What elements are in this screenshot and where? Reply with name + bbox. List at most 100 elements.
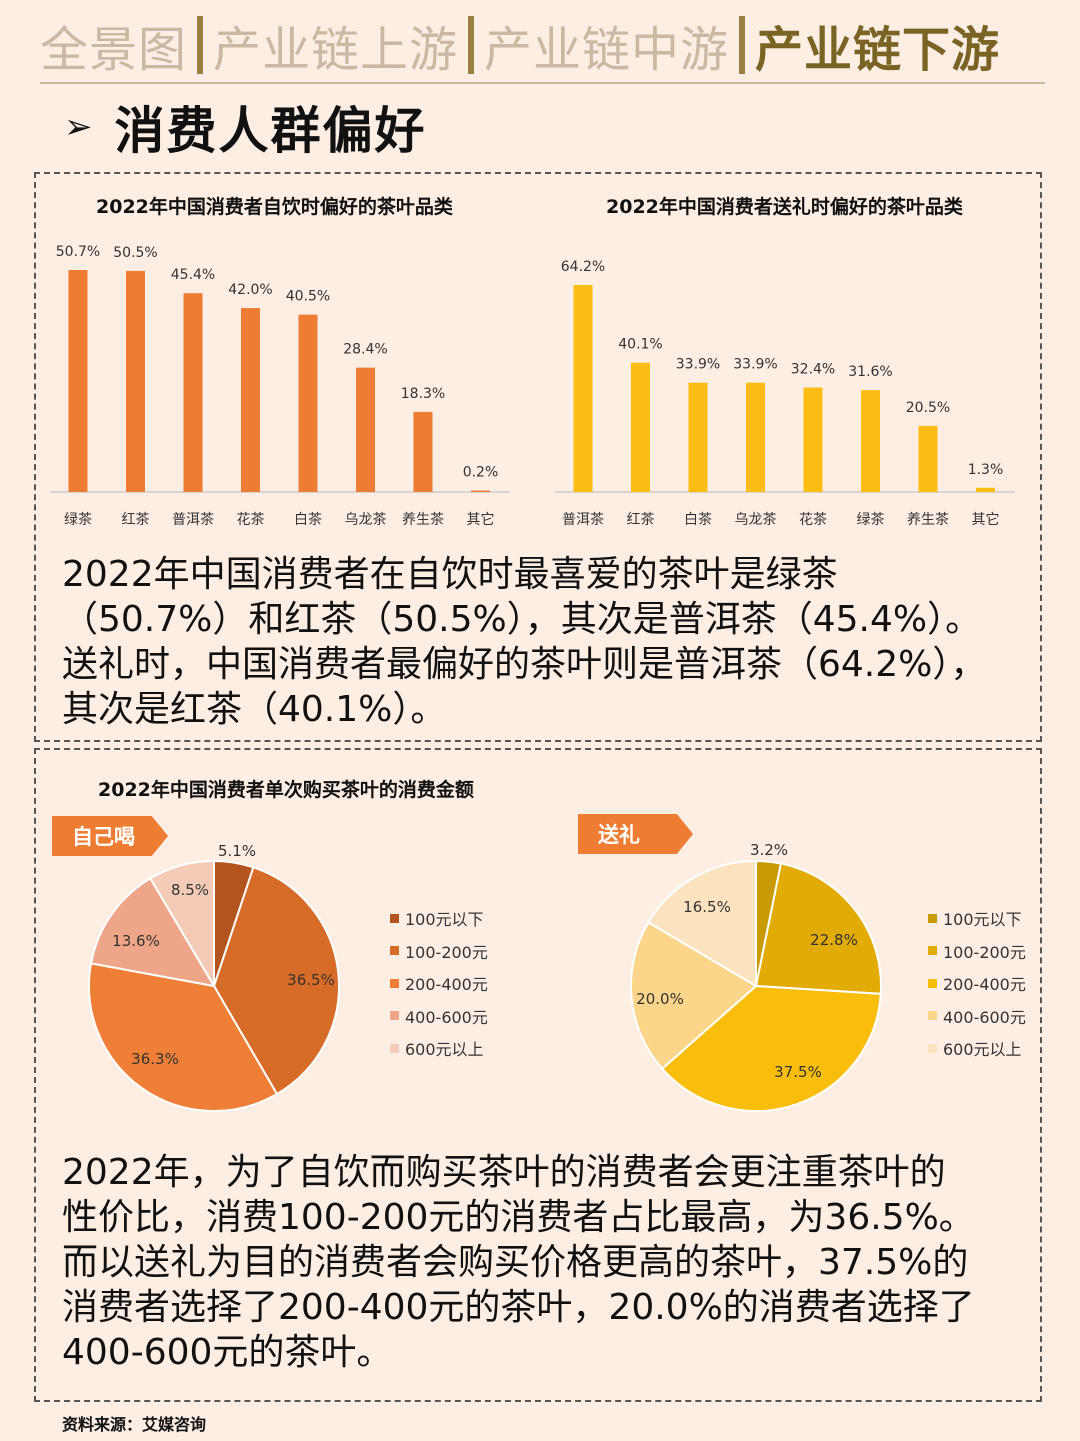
- x-tick-label: 红茶: [627, 512, 655, 528]
- legend-label: 100-200元: [405, 942, 488, 962]
- x-tick-label: 乌龙茶: [345, 512, 387, 528]
- x-tick-label: 养生茶: [907, 512, 949, 528]
- tag-self-drinking: 自己喝: [52, 816, 168, 856]
- legend-label: 100-200元: [943, 942, 1026, 962]
- bar: [861, 390, 880, 492]
- x-tick-label: 红茶: [122, 512, 150, 528]
- legend-swatch: [390, 913, 399, 923]
- bar-value-label: 1.3%: [968, 462, 1004, 478]
- legend-swatch: [390, 1043, 399, 1053]
- nav-underline: [40, 82, 1045, 84]
- legend-item: 200-400元: [390, 967, 488, 1000]
- x-tick-label: 绿茶: [857, 512, 885, 528]
- pie-chart-self-drinking: 5.1% 36.5% 36.3% 13.6% 8.5%: [88, 842, 340, 1112]
- summary-line: 送礼时，中国消费者最偏好的茶叶则是普洱茶（64.2%），: [62, 644, 987, 685]
- pie-slice: [754, 862, 882, 995]
- bar: [241, 308, 260, 492]
- bar-chart-gift: 64.2% 普洱茶 40.1% 红茶 33.9% 白茶 33.9% 乌龙茶 32.4% 花茶 31.…: [555, 259, 1015, 528]
- source-note: 资料来源：艾媒咨询: [62, 1415, 207, 1434]
- x-tick-label: 花茶: [799, 512, 827, 528]
- chart-title-gift: 2022年中国消费者送礼时偏好的茶叶品类: [606, 196, 963, 218]
- bar-value-label: 42.0%: [228, 282, 272, 298]
- x-tick-label: 白茶: [294, 512, 322, 528]
- legend-self-drinking: 100元以下 100-200元 200-400元 400-600元 600元以上: [390, 902, 488, 1065]
- x-tick-label: 其它: [467, 511, 495, 528]
- bar-value-label: 18.3%: [401, 386, 445, 402]
- legend-swatch: [390, 946, 399, 956]
- bar: [413, 411, 433, 492]
- bar: [631, 362, 650, 492]
- legend-item: 400-600元: [390, 1000, 488, 1033]
- bar: [126, 270, 145, 492]
- bar: [746, 382, 765, 492]
- bar: [183, 293, 203, 492]
- legend-item: 100-200元: [928, 935, 1026, 968]
- bar-value-label: 64.2%: [561, 259, 605, 275]
- bar-value-label: 45.4%: [171, 267, 215, 283]
- legend-swatch: [390, 1011, 399, 1021]
- legend-label: 200-400元: [943, 975, 1026, 995]
- bar: [573, 285, 593, 492]
- pie-value-label: 20.0%: [636, 990, 684, 1008]
- chart-title-self-drinking: 2022年中国消费者自饮时偏好的茶叶品类: [96, 196, 453, 218]
- pie-slice: [148, 859, 215, 990]
- nav-tab-overview[interactable]: 全景图: [40, 22, 188, 78]
- bar-chart-self-drinking: 50.7% 绿茶 50.5% 红茶 45.4% 普洱茶 42.0% 花茶 40.5% 白茶 28.4…: [50, 244, 510, 528]
- bar: [918, 425, 938, 492]
- x-tick-label: 绿茶: [64, 512, 92, 528]
- legend-swatch: [390, 978, 399, 988]
- legend-label: 400-600元: [405, 1007, 488, 1027]
- summary-line: 性价比，消费100-200元的消费者占比最高，为36.5%。: [62, 1197, 975, 1238]
- legend-swatch: [928, 946, 937, 956]
- x-tick-label: 普洱茶: [172, 512, 214, 528]
- pie-charts-panel: [34, 748, 1042, 1402]
- pie-value-label: 5.1%: [218, 842, 256, 860]
- chart-title-spending: 2022年中国消费者单次购买茶叶的消费金额: [98, 779, 474, 801]
- legend-swatch: [928, 978, 937, 988]
- nav-divider: [739, 16, 746, 74]
- summary-line: 2022年，为了自饮而购买茶叶的消费者会更注重茶叶的: [62, 1152, 946, 1193]
- pie-value-label: 22.8%: [810, 931, 858, 949]
- legend-swatch: [928, 1043, 937, 1053]
- pie-value-label: 13.6%: [112, 932, 160, 950]
- legend-item: 100-200元: [390, 935, 488, 968]
- nav-tab-upstream[interactable]: 产业链上游: [213, 22, 459, 78]
- summary-line: 消费者选择了200-400元的茶叶，20.0%的消费者选择了: [62, 1287, 975, 1328]
- summary-line: 2022年中国消费者在自饮时最喜爱的茶叶是绿茶: [62, 554, 838, 595]
- summary-paragraph-2: 2022年，为了自饮而购买茶叶的消费者会更注重茶叶的 性价比，消费100-200…: [62, 1150, 1037, 1375]
- legend-label: 200-400元: [405, 975, 488, 995]
- legend-swatch: [928, 1011, 937, 1021]
- x-tick-label: 其它: [972, 511, 1000, 528]
- x-tick-label: 白茶: [684, 512, 712, 528]
- nav-tab-downstream[interactable]: 产业链下游: [755, 22, 1001, 78]
- section-title: 消费人群偏好: [114, 102, 427, 160]
- legend-item: 100元以下: [928, 902, 1026, 935]
- legend-label: 600元以上: [405, 1040, 484, 1060]
- nav-divider: [468, 16, 475, 74]
- bar: [803, 387, 823, 492]
- pie-value-label: 16.5%: [683, 898, 731, 916]
- pie-slice: [89, 877, 216, 988]
- bar: [976, 487, 995, 492]
- bar: [688, 382, 708, 492]
- pie-slice: [630, 920, 758, 1071]
- pie-slice: [660, 984, 882, 1112]
- top-nav: 全景图 产业链上游 产业链中游 产业链下游: [40, 10, 1045, 80]
- bar: [68, 270, 88, 492]
- bar: [356, 367, 375, 492]
- legend-item: 600元以上: [390, 1032, 488, 1065]
- legend-item: 100元以下: [390, 902, 488, 935]
- pie-slice: [212, 866, 340, 1096]
- bar: [471, 490, 490, 492]
- legend-item: 200-400元: [928, 967, 1026, 1000]
- summary-line: （50.7%）和红茶（50.5%），其次是普洱茶（45.4%）。: [62, 599, 982, 640]
- legend-label: 400-600元: [943, 1007, 1026, 1027]
- pie-slice: [88, 962, 279, 1112]
- summary-paragraph-1: 2022年中国消费者在自饮时最喜爱的茶叶是绿茶 （50.7%）和红茶（50.5%…: [62, 552, 1037, 732]
- bar-value-label: 32.4%: [791, 362, 835, 378]
- pie-value-label: 8.5%: [171, 881, 209, 899]
- x-tick-label: 花茶: [237, 512, 265, 528]
- nav-tab-midstream[interactable]: 产业链中游: [484, 22, 730, 78]
- bar-charts-panel: [34, 172, 1042, 742]
- x-tick-label: 养生茶: [402, 512, 444, 528]
